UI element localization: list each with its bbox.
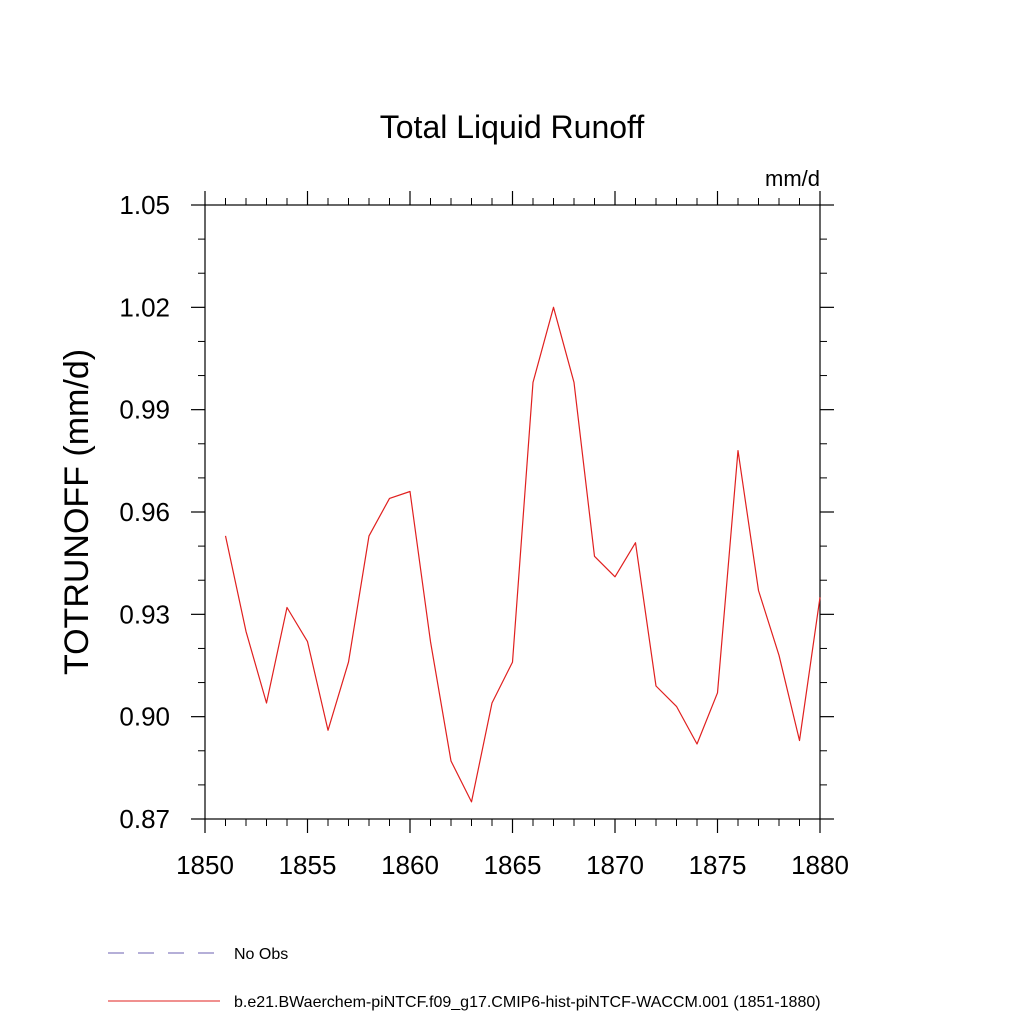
y-tick-label: 0.93 [119,599,170,629]
y-tick-label: 1.02 [119,292,170,322]
x-tick-label: 1865 [484,850,542,880]
y-tick-label: 0.87 [119,804,170,834]
x-tick-label: 1870 [586,850,644,880]
x-tick-label: 1860 [381,850,439,880]
plot-frame [204,204,821,820]
series-group [224,306,821,803]
x-tick-label: 1855 [279,850,337,880]
major-ticks [191,191,834,833]
legend-label: No Obs [234,946,288,963]
x-tick-label: 1875 [689,850,747,880]
y-tick-label: 1.05 [119,190,170,220]
units-label: mm/d [765,166,820,191]
x-tick-label: 1850 [176,850,234,880]
legend: No Obs b.e21.BWaerchem-piNTCF.f09_g17.CMI… [108,946,821,1011]
series-line [224,306,821,803]
chart-title: Total Liquid Runoff [380,109,645,145]
y-tick-label: 0.99 [119,395,170,425]
tick-labels: 1850 1855 1860 1865 1870 1875 1880 0.87 0.90 0.93… [119,190,849,880]
y-tick-label: 0.90 [119,702,170,732]
minor-ticks [198,198,827,826]
y-axis-label: TOTRUNOFF (mm/d) [58,349,96,675]
legend-label: b.e21.BWaerchem-piNTCF.f09_g17.CMIP6-his… [234,994,821,1011]
y-tick-label: 0.96 [119,497,170,527]
x-tick-label: 1880 [791,850,849,880]
